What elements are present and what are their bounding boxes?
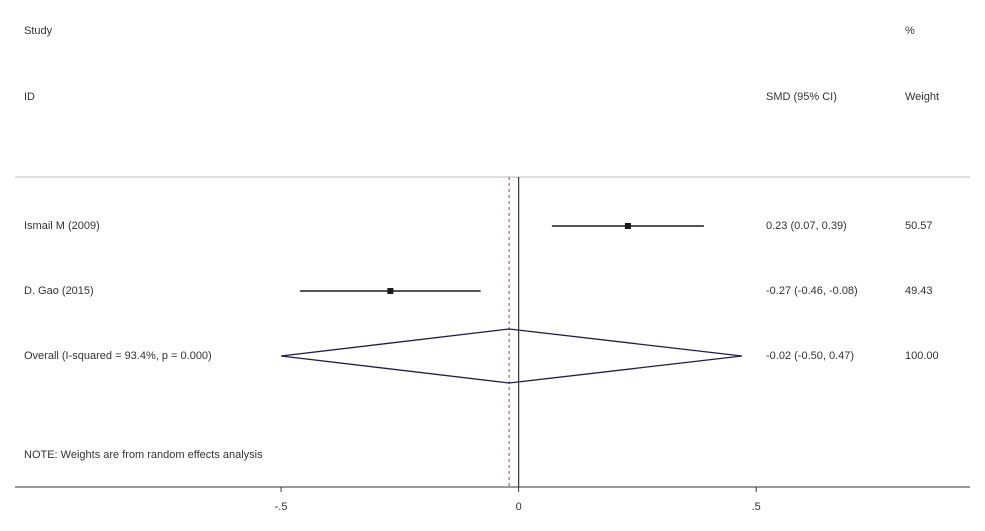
header-study: Study (24, 25, 53, 37)
header-weight: Weight (905, 91, 939, 103)
overall-diamond (280, 328, 743, 384)
study-label: Ismail M (2009) (24, 220, 100, 232)
study-label: D. Gao (2015) (24, 285, 94, 297)
header-effect: SMD (95% CI) (766, 91, 837, 103)
x-tick-label: 0 (516, 501, 522, 513)
x-tick-label: .5 (752, 501, 761, 513)
x-tick-label: -.5 (275, 501, 288, 513)
weight-label: 100.00 (905, 350, 939, 362)
point-estimate (624, 222, 631, 230)
note: NOTE: Weights are from random effects an… (24, 449, 263, 461)
header-id: ID (24, 91, 35, 103)
effect-label: -0.02 (-0.50, 0.47) (766, 350, 854, 362)
study-label: Overall (I-squared = 93.4%, p = 0.000) (24, 350, 212, 362)
effect-label: -0.27 (-0.46, -0.08) (766, 285, 858, 297)
effect-label: 0.23 (0.07, 0.39) (766, 220, 847, 232)
header-percent: % (905, 25, 915, 37)
weight-label: 50.57 (905, 220, 933, 232)
point-estimate (387, 288, 394, 294)
weight-label: 49.43 (905, 285, 933, 297)
